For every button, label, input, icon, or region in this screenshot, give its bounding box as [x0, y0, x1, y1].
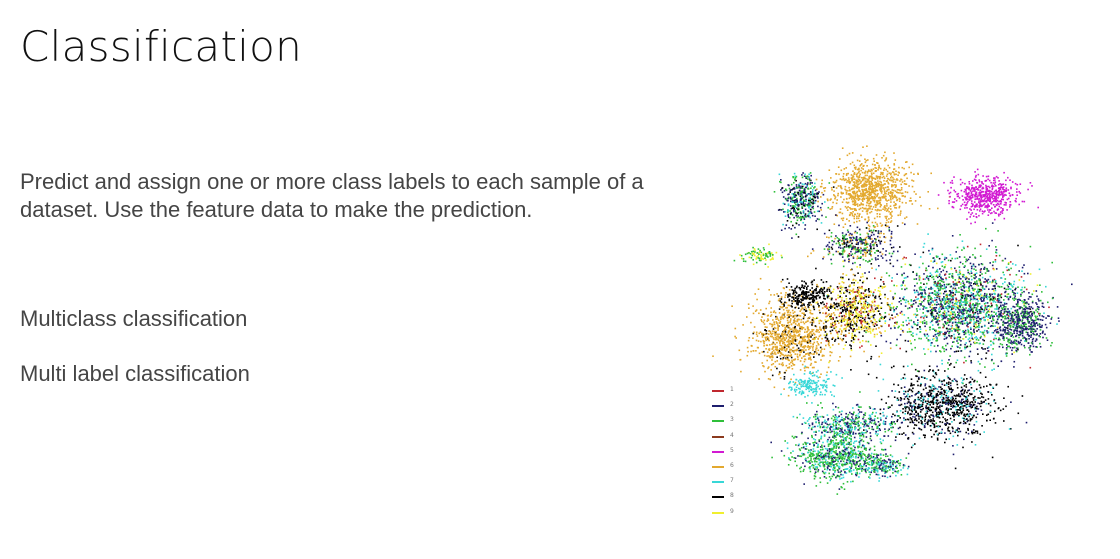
item-multi-label-classification: Multi label classification — [20, 361, 250, 386]
legend-entry: 4 — [712, 430, 752, 445]
legend-swatch — [712, 511, 724, 514]
legend-entry: 8 — [712, 490, 752, 505]
legend-swatch — [712, 390, 724, 392]
legend-swatch — [712, 405, 724, 408]
legend-swatch — [712, 420, 724, 423]
legend-entry: 1 — [712, 384, 752, 399]
legend-swatch — [712, 465, 724, 468]
legend-label: 5 — [730, 446, 734, 454]
plot-legend: 1 2 3 4 5 6 7 8 9 — [712, 384, 752, 521]
legend-entry: 2 — [712, 399, 752, 414]
legend-entry: 5 — [712, 445, 752, 460]
legend-label: 7 — [730, 477, 734, 485]
legend-label: 4 — [730, 431, 734, 439]
legend-entry: 6 — [712, 460, 752, 475]
legend-entry: 7 — [712, 475, 752, 490]
legend-label: 9 — [730, 507, 734, 515]
legend-entry: 9 — [712, 506, 752, 521]
slide-title: Classification — [20, 22, 303, 71]
item-multiclass-classification: Multiclass classification — [20, 306, 248, 331]
legend-swatch — [712, 496, 724, 499]
legend-label: 6 — [730, 461, 734, 469]
legend-swatch — [712, 481, 724, 484]
legend-swatch — [712, 450, 724, 453]
legend-entry: 3 — [712, 414, 752, 429]
tsne-scatter-plot — [712, 145, 1073, 495]
legend-swatch — [712, 435, 724, 438]
legend-label: 1 — [730, 386, 734, 393]
legend-label: 8 — [730, 492, 734, 500]
slide-description: Predict and assign one or more class lab… — [20, 169, 644, 222]
legend-label: 2 — [730, 401, 734, 409]
legend-label: 3 — [730, 416, 734, 424]
